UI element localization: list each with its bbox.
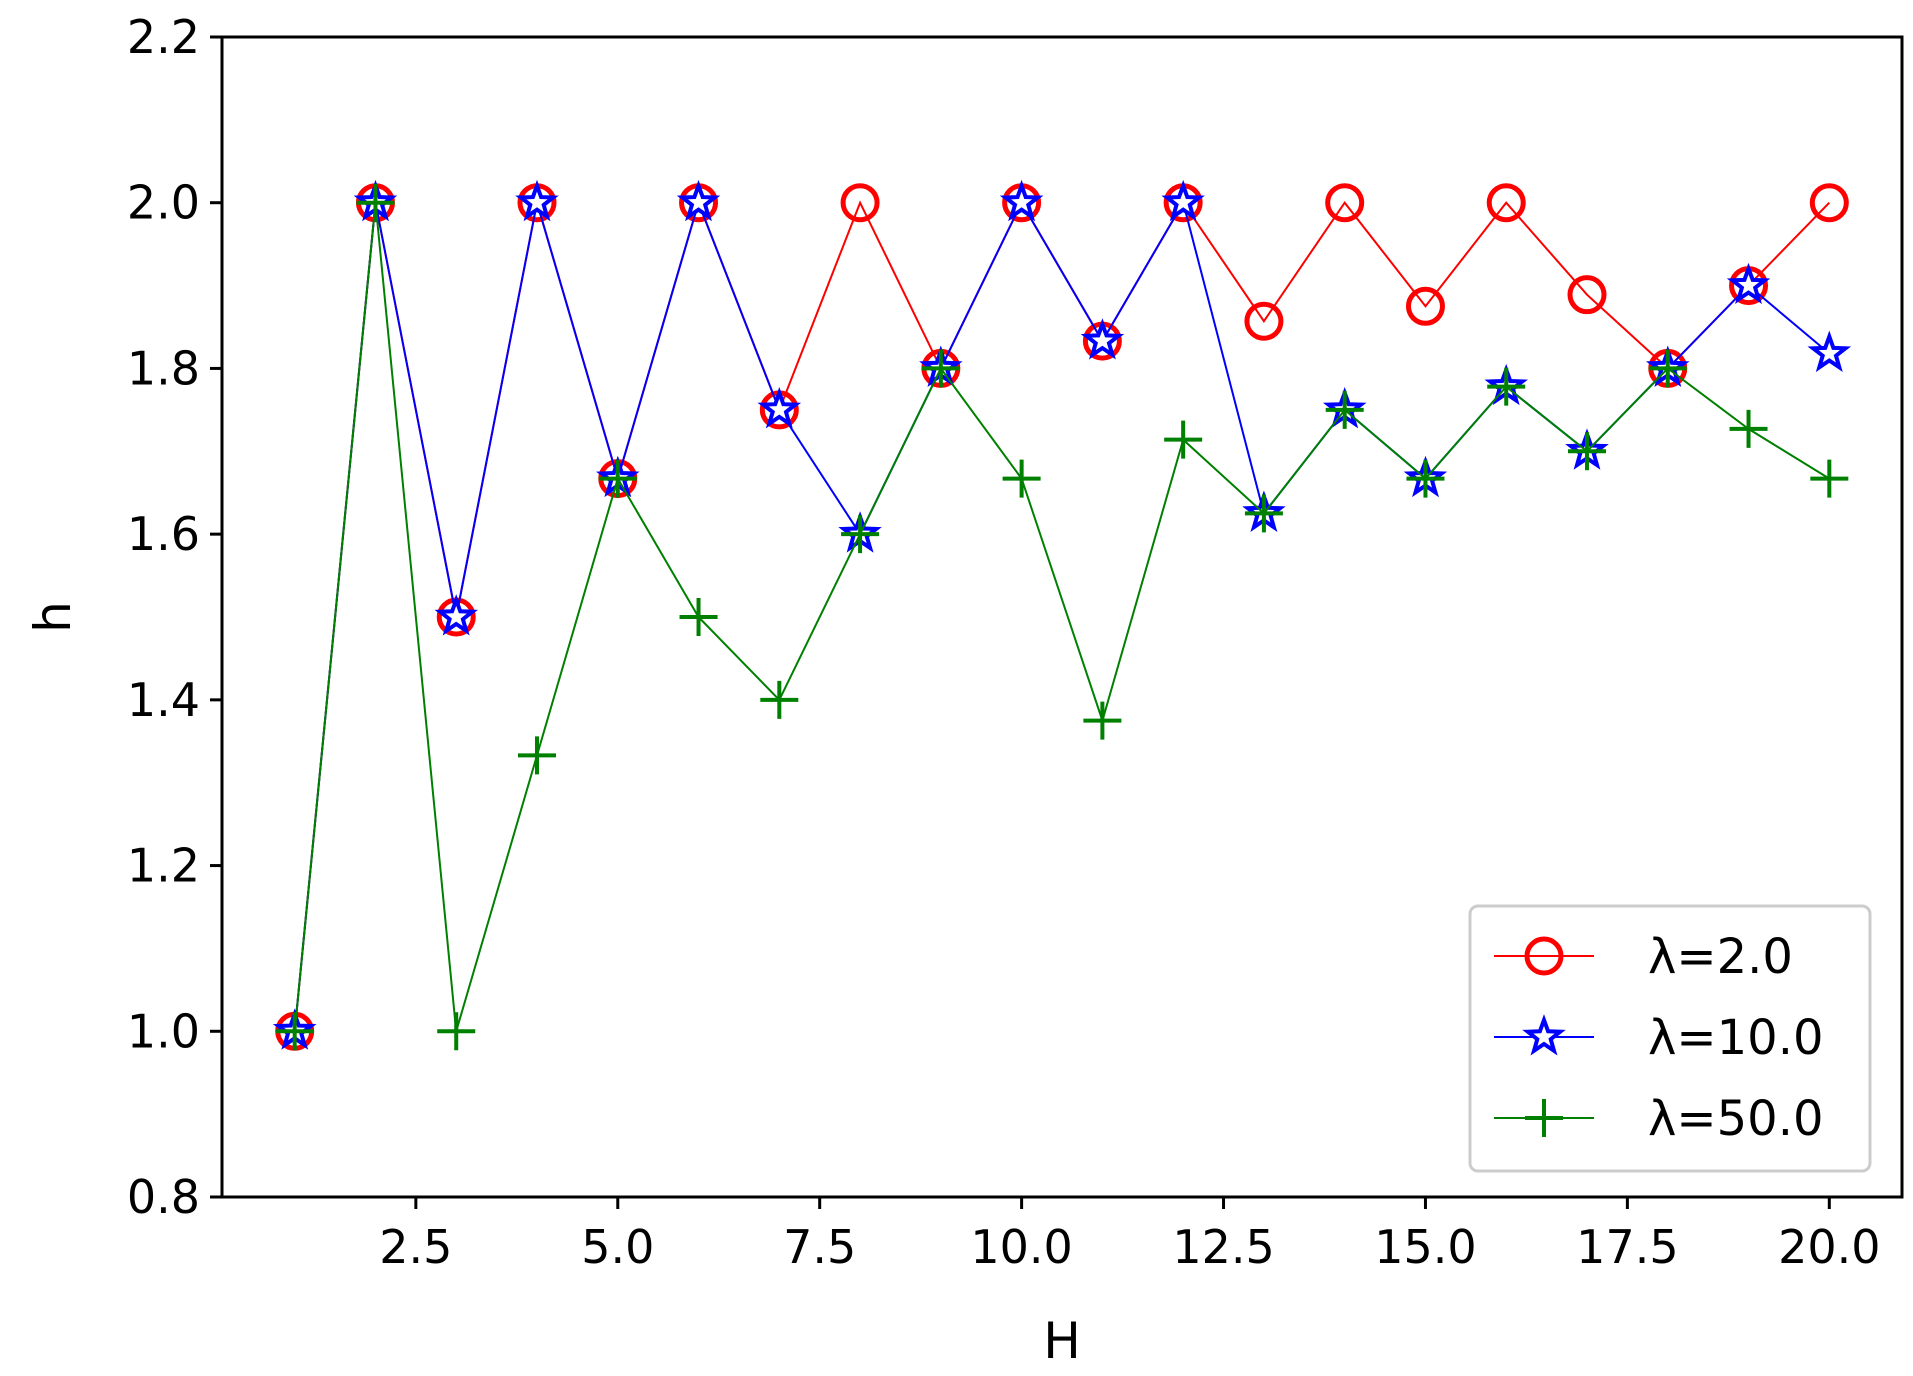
- x-tick-label: 7.5: [783, 1220, 856, 1274]
- data-point-plus: [841, 515, 880, 554]
- data-point-plus: [1083, 701, 1122, 740]
- series-line: [293, 202, 1830, 1032]
- y-axis-label: h: [24, 601, 82, 633]
- data-point-circle: [1325, 183, 1365, 223]
- legend-marker-circle: [1524, 936, 1564, 976]
- legend-marker-plus: [1525, 1099, 1563, 1137]
- data-point-plus: [518, 736, 556, 775]
- x-tick-label: 20.0: [1778, 1220, 1880, 1274]
- y-tick-label: 0.8: [127, 1170, 200, 1224]
- y-tick-label: 1.6: [127, 507, 200, 561]
- data-point-plus: [1487, 367, 1526, 406]
- data-point-plus: [1244, 494, 1283, 533]
- data-point-plus: [437, 1012, 476, 1051]
- y-tick-label: 1.0: [127, 1004, 200, 1058]
- legend-label: λ=2.0: [1648, 929, 1793, 985]
- legend-label: λ=10.0: [1648, 1010, 1824, 1066]
- data-point-circle: [1809, 183, 1849, 223]
- legend-marker-star: [1522, 1014, 1566, 1056]
- data-point-star: [434, 594, 478, 636]
- data-point-circle: [840, 183, 880, 223]
- data-point-circle: [1244, 301, 1284, 341]
- ticks-layer: 2.5 5.0 7.5 10.0 12.5 15.0 17.5 20.0 0.8 1.0 1.2 1.…: [127, 10, 1881, 1274]
- data-point-circle: [1567, 275, 1607, 315]
- data-point-star: [515, 179, 559, 222]
- legend-box: [1468, 904, 1872, 1173]
- data-point-plus: [1002, 459, 1041, 498]
- data-point-plus: [679, 598, 718, 636]
- x-axis-label: H: [1043, 1312, 1081, 1370]
- series-layer: [272, 179, 1852, 1051]
- data-point-plus: [356, 183, 395, 222]
- data-point-plus: [1406, 459, 1445, 498]
- y-tick-label: 2.2: [127, 10, 200, 64]
- data-point-plus: [921, 349, 960, 388]
- data-point-plus: [1810, 459, 1849, 498]
- data-point-star: [999, 179, 1044, 222]
- data-point-plus: [1648, 349, 1687, 388]
- data-point-star: [1726, 262, 1771, 305]
- x-tick-label: 2.5: [379, 1220, 452, 1274]
- data-point-circle: [1486, 183, 1526, 223]
- data-point-star: [1807, 330, 1852, 373]
- y-tick-label: 1.8: [127, 341, 200, 395]
- legend: λ=2.0 λ=10.0 λ=50.0: [1468, 904, 1872, 1173]
- data-point-star: [676, 179, 721, 222]
- data-point-plus: [1325, 390, 1364, 429]
- data-point-star: [757, 387, 802, 429]
- data-point-plus: [1568, 432, 1606, 471]
- data-point-star: [1161, 179, 1205, 222]
- plot-frame: [220, 35, 1904, 1199]
- data-point-plus: [760, 680, 799, 719]
- data-point-star: [1080, 318, 1125, 360]
- legend-item: λ=2.0: [1494, 929, 1793, 985]
- x-tick-label: 10.0: [970, 1220, 1072, 1274]
- legend-label: λ=50.0: [1648, 1091, 1824, 1147]
- x-tick-label: 15.0: [1374, 1220, 1476, 1274]
- series-plus: [275, 183, 1849, 1051]
- y-tick-label: 2.0: [127, 176, 200, 230]
- x-tick-label: 17.5: [1576, 1220, 1678, 1274]
- data-point-plus: [275, 1012, 314, 1051]
- data-point-plus: [1164, 420, 1203, 459]
- y-tick-label: 1.2: [127, 839, 200, 893]
- data-point-plus: [598, 459, 637, 498]
- x-tick-label: 12.5: [1172, 1220, 1274, 1274]
- data-point-circle: [1405, 286, 1445, 326]
- legend-item: λ=10.0: [1494, 1010, 1824, 1066]
- y-tick-label: 1.4: [127, 673, 200, 727]
- data-point-plus: [1729, 409, 1768, 448]
- legend-item: λ=50.0: [1494, 1091, 1824, 1147]
- x-tick-label: 5.0: [581, 1220, 654, 1274]
